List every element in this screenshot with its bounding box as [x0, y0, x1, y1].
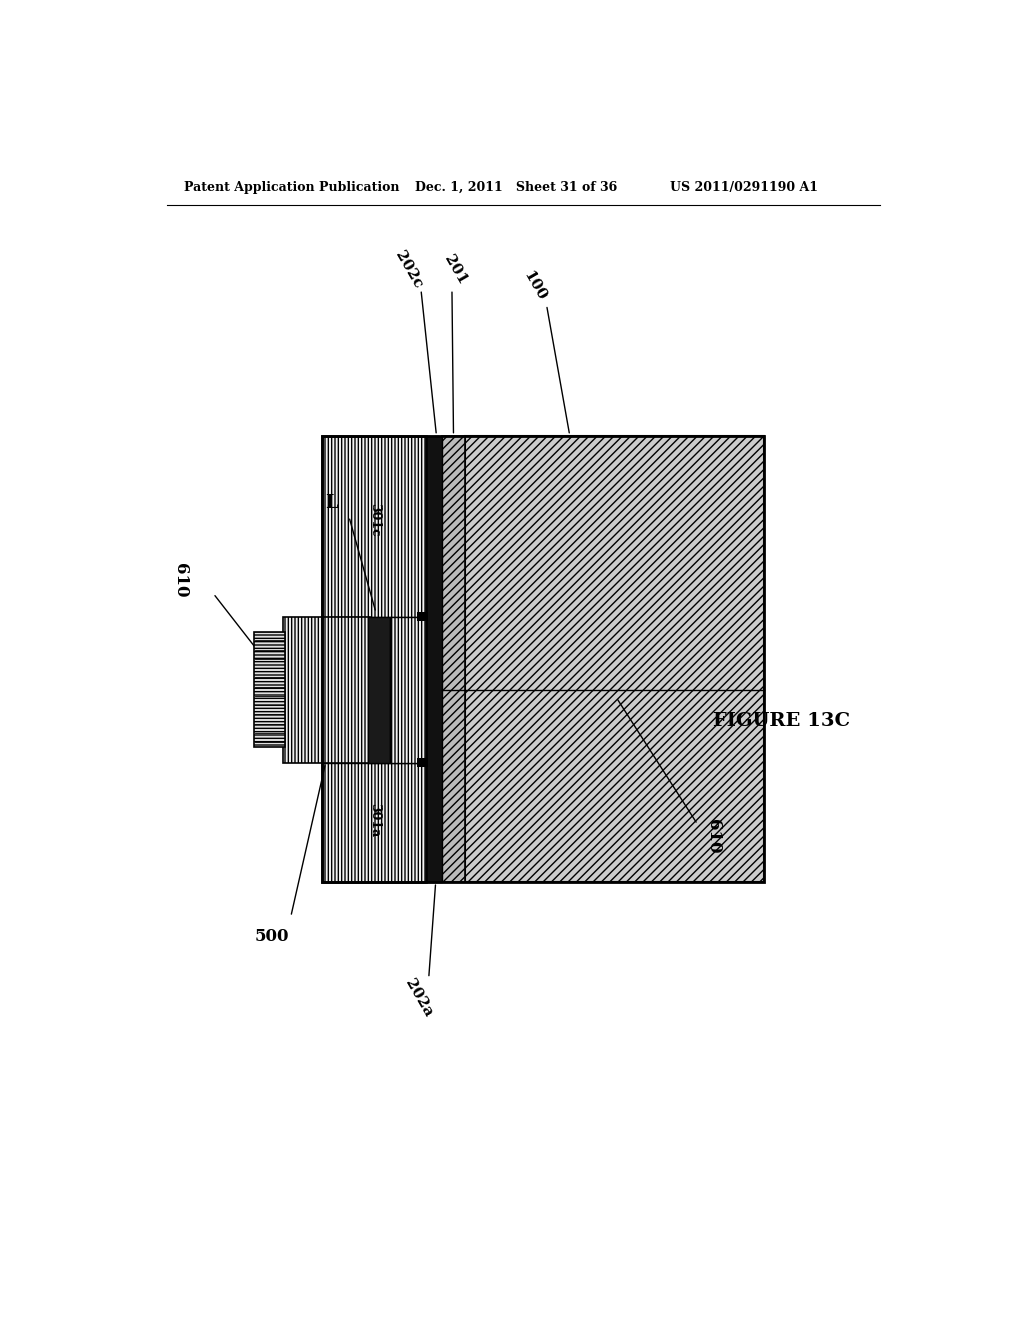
- Bar: [426, 436, 442, 882]
- Bar: [322, 763, 426, 882]
- Text: 301c: 301c: [368, 503, 381, 537]
- Text: 610: 610: [705, 818, 722, 853]
- Bar: [417, 612, 428, 622]
- Bar: [322, 436, 426, 616]
- Text: 202a: 202a: [402, 977, 435, 1019]
- Text: Dec. 1, 2011   Sheet 31 of 36: Dec. 1, 2011 Sheet 31 of 36: [415, 181, 617, 194]
- Text: 301a: 301a: [368, 804, 381, 838]
- Bar: [390, 616, 426, 763]
- Text: Patent Application Publication: Patent Application Publication: [183, 181, 399, 194]
- Bar: [322, 436, 764, 882]
- Bar: [322, 436, 426, 882]
- Text: 330: 330: [373, 677, 386, 702]
- Text: US 2011/0291190 A1: US 2011/0291190 A1: [671, 181, 818, 194]
- Text: 202c: 202c: [392, 249, 425, 292]
- Text: 500: 500: [254, 928, 289, 945]
- Text: FIGURE 13C: FIGURE 13C: [713, 711, 850, 730]
- Text: L: L: [325, 495, 338, 512]
- Bar: [417, 758, 428, 767]
- Text: 201: 201: [441, 253, 469, 288]
- Bar: [465, 436, 764, 882]
- Bar: [442, 436, 465, 882]
- Text: 610: 610: [172, 564, 189, 598]
- Text: 100: 100: [521, 268, 549, 302]
- Bar: [254, 632, 285, 747]
- Bar: [283, 616, 370, 763]
- Bar: [369, 616, 390, 763]
